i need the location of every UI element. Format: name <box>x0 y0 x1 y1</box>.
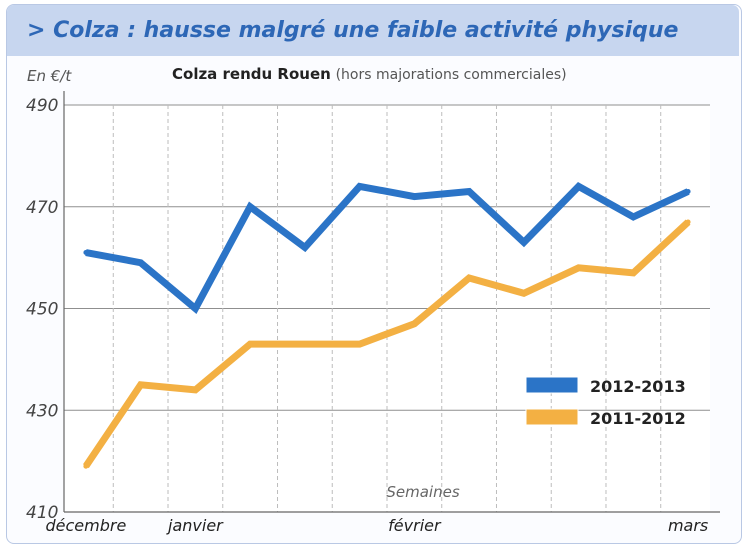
y-tick-label: 470 <box>26 198 58 218</box>
data-point <box>302 341 308 347</box>
y-tick-label: 450 <box>26 300 58 320</box>
data-point <box>521 239 527 245</box>
data-point <box>630 270 636 276</box>
chart-subtitle: (hors majorations commerciales) <box>335 67 567 83</box>
data-point <box>466 275 472 281</box>
banner-title: > Colza : hausse malgré une faible activ… <box>27 18 679 43</box>
legend: 2012-2013 2011-2012 <box>525 376 686 428</box>
data-point <box>521 290 527 296</box>
title-banner: > Colza : hausse malgré une faible activ… <box>7 5 739 56</box>
data-point <box>138 260 144 266</box>
data-point <box>192 387 198 393</box>
data-point <box>630 214 636 220</box>
series-line-2012-2013 <box>85 182 690 314</box>
data-point <box>685 219 691 225</box>
y-tick-label: 430 <box>26 401 58 421</box>
chart-title-main: Colza rendu Rouen <box>172 65 331 83</box>
data-point <box>247 341 253 347</box>
data-point <box>357 183 363 189</box>
data-point <box>576 265 582 271</box>
x-tick-label: février <box>388 516 442 535</box>
legend-label: 2012-2013 <box>590 377 686 396</box>
legend-swatch <box>525 408 579 426</box>
y-axis-unit-label: En €/t <box>27 67 72 85</box>
y-tick-label: 490 <box>26 96 58 116</box>
data-point <box>576 183 582 189</box>
x-tick-label: décembre <box>45 516 126 535</box>
data-point <box>247 204 253 210</box>
chart-title: Colza rendu Rouen (hors majorations comm… <box>172 65 567 83</box>
data-point <box>685 188 691 194</box>
x-tick-label: mars <box>668 516 708 535</box>
legend-label: 2011-2012 <box>590 409 686 428</box>
data-point <box>466 188 472 194</box>
data-point <box>411 194 417 200</box>
data-point <box>83 250 89 256</box>
legend-swatch <box>525 376 579 394</box>
series-line-2011-2012 <box>82 219 691 469</box>
data-point <box>192 306 198 311</box>
data-point <box>411 321 417 327</box>
x-tick-label: janvier <box>166 516 224 535</box>
data-point <box>302 244 308 250</box>
y-tick-label: 410 <box>26 503 58 523</box>
data-point <box>357 341 363 347</box>
data-point <box>138 382 144 388</box>
x-axis-label: Semaines <box>386 483 459 501</box>
data-point <box>83 463 89 469</box>
